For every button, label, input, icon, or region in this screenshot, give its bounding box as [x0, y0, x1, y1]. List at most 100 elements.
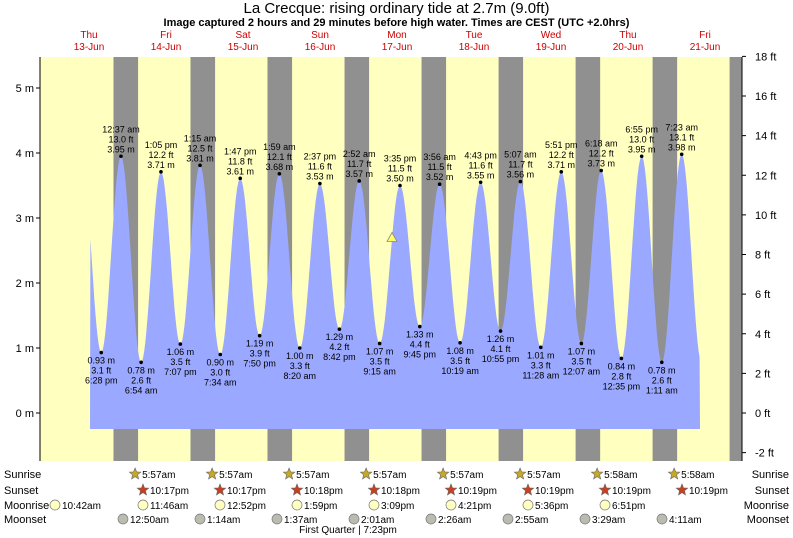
low-tide-m: 1.07 m — [366, 346, 394, 356]
high-tide-time: 5:51 pm — [545, 140, 578, 150]
right-tick-label: 18 ft — [755, 51, 776, 63]
sunset-time: 10:19pm — [689, 486, 728, 497]
low-tide-ft: 2.8 ft — [611, 371, 632, 381]
sunset-time: 10:18pm — [304, 486, 343, 497]
high-tide-m: 3.61 m — [226, 166, 254, 176]
moonset-icon — [502, 513, 514, 525]
low-tide-ft: 3.5 ft — [370, 356, 391, 366]
day-name-label: Fri — [699, 30, 711, 41]
low-tide-time: 7:50 pm — [243, 359, 276, 369]
moonset-time: 12:50am — [130, 515, 169, 526]
low-tide-time: 7:07 pm — [164, 367, 197, 377]
tide-point — [119, 154, 123, 159]
astro-row-label-right: Sunset — [755, 485, 789, 497]
astro-row-label-right: Moonrise — [744, 500, 789, 512]
tide-point — [478, 180, 483, 185]
sunrise-icon — [282, 467, 296, 480]
right-tick-label: 12 ft — [755, 170, 776, 182]
tide-point — [238, 176, 243, 181]
astro-row-label-left: Moonset — [4, 514, 46, 526]
moonrise-icon — [522, 499, 534, 511]
astro-row-label-left: Sunrise — [4, 469, 41, 481]
high-tide-m: 3.53 m — [306, 172, 334, 182]
high-tide-time: 3:35 pm — [384, 154, 417, 164]
high-tide-m: 3.81 m — [186, 153, 214, 163]
low-tide-m: 1.19 m — [246, 339, 274, 349]
high-tide-time: 7:23 am — [665, 122, 698, 132]
moonrise-icon — [445, 499, 457, 511]
low-tide-ft: 3.1 ft — [91, 366, 112, 376]
sunset-icon — [444, 483, 458, 496]
sunrise-time: 5:57am — [142, 470, 175, 481]
low-tide-time: 9:15 am — [363, 366, 396, 376]
low-tide-ft: 2.6 ft — [131, 375, 152, 385]
sunset-time: 10:17pm — [150, 486, 189, 497]
low-tide-m: 1.26 m — [487, 334, 515, 344]
tide-point — [498, 329, 503, 333]
moonset-icon — [348, 513, 360, 525]
high-tide-time: 6:55 pm — [625, 124, 658, 134]
tide-point — [337, 327, 342, 331]
chart-title: La Crecque: rising ordinary tide at 2.7m… — [243, 0, 550, 17]
low-tide-m: 0.78 m — [648, 365, 676, 375]
high-tide-m: 3.71 m — [147, 160, 175, 170]
high-tide-ft: 11.7 ft — [508, 160, 533, 170]
tide-point — [377, 341, 382, 346]
moonset-icon — [271, 513, 283, 525]
low-tide-ft: 3.0 ft — [210, 368, 231, 378]
low-tide-time: 9:45 pm — [404, 350, 437, 360]
tide-point — [417, 324, 422, 329]
right-tick-label: 2 ft — [755, 368, 770, 380]
low-tide-ft: 3.9 ft — [250, 349, 271, 359]
day-name-label: Wed — [541, 30, 561, 41]
high-tide-m: 3.68 m — [266, 162, 294, 172]
high-tide-ft: 11.5 ft — [388, 164, 413, 174]
left-tick-label: 3 m — [16, 213, 34, 225]
right-tick-label: 10 ft — [755, 210, 776, 222]
moonset-time: 3:29am — [592, 515, 625, 526]
low-tide-ft: 3.5 ft — [170, 357, 191, 367]
left-tick-label: 2 m — [16, 278, 34, 290]
low-tide-time: 10:19 am — [441, 366, 479, 376]
sunrise-time: 5:57am — [219, 470, 252, 481]
moonset-time: 1:14am — [207, 515, 240, 526]
moonrise-time: 10:42am — [62, 501, 101, 512]
tide-point — [398, 183, 402, 188]
sunrise-time: 5:57am — [373, 470, 406, 481]
low-tide-m: 1.00 m — [286, 351, 314, 361]
tide-point — [559, 170, 564, 174]
astro-row-label-left: Sunset — [4, 485, 38, 497]
low-tide-m: 0.93 m — [87, 356, 115, 366]
low-tide-ft: 4.2 ft — [329, 342, 350, 352]
right-tick-label: 16 ft — [755, 91, 776, 103]
sunset-icon — [521, 483, 535, 496]
moonset-time: 1:37am — [284, 515, 317, 526]
tide-point — [99, 350, 104, 355]
day-name-label: Fri — [160, 30, 172, 41]
low-tide-time: 1:11 am — [646, 385, 678, 395]
low-tide-time: 8:42 pm — [323, 352, 356, 362]
day-date-label: 17-Jun — [382, 42, 413, 53]
moonset-time: 2:55am — [515, 515, 548, 526]
sunset-time: 10:18pm — [381, 486, 420, 497]
low-tide-ft: 3.5 ft — [571, 356, 592, 366]
low-tide-time: 6:28 pm — [85, 376, 118, 386]
high-tide-ft: 11.5 ft — [427, 162, 452, 172]
moonrise-icon — [599, 499, 611, 511]
low-tide-m: 0.90 m — [207, 358, 235, 368]
day-date-label: 19-Jun — [536, 42, 567, 53]
sunrise-icon — [513, 467, 527, 480]
low-tide-time: 12:07 am — [563, 366, 601, 376]
moonset-icon — [194, 513, 206, 525]
tide-point — [277, 172, 282, 176]
day-name-label: Sat — [235, 30, 250, 41]
high-tide-time: 2:52 am — [343, 149, 376, 159]
low-tide-ft: 4.4 ft — [410, 340, 431, 350]
moonrise-time: 3:09pm — [381, 501, 414, 512]
low-tide-time: 8:20 am — [283, 371, 316, 381]
tide-point — [257, 333, 262, 338]
right-tick-label: 14 ft — [755, 131, 776, 143]
high-tide-m: 3.71 m — [548, 160, 576, 170]
sunset-icon — [675, 483, 689, 496]
current-tide-marker — [386, 231, 398, 242]
